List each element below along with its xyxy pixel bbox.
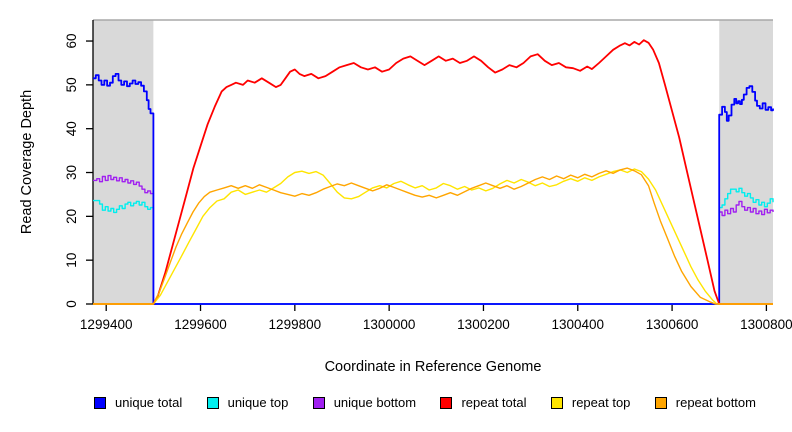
x-tick-label: 1299800 (269, 317, 322, 332)
x-tick-label: 1299600 (174, 317, 227, 332)
legend-item-repeat-bottom: repeat bottom (654, 395, 756, 410)
x-tick-label: 1299400 (80, 317, 133, 332)
x-tick-label: 1300800 (740, 317, 792, 332)
y-tick-label: 60 (64, 34, 79, 49)
legend-item-unique-top: unique top (206, 395, 289, 410)
legend-swatch (312, 396, 325, 409)
y-tick-label: 40 (64, 121, 79, 136)
y-axis-title: Read Coverage Depth (19, 90, 35, 234)
legend-swatch (550, 396, 563, 409)
legend-item-unique-bottom: unique bottom (312, 395, 417, 410)
legend-item-repeat-top: repeat top (550, 395, 631, 410)
y-tick-label: 0 (64, 300, 79, 308)
x-tick-label: 1300000 (363, 317, 416, 332)
x-tick-label: 1300600 (646, 317, 699, 332)
legend-label: unique bottom (333, 395, 417, 410)
y-tick-label: 10 (64, 253, 79, 268)
shaded-region-right (719, 20, 773, 304)
y-tick-label: 50 (64, 77, 79, 92)
x-tick-label: 1300400 (551, 317, 604, 332)
legend-label: repeat bottom (675, 395, 756, 410)
series-line-unique-bottom (93, 174, 774, 305)
series-line-repeat-total (93, 39, 773, 305)
legend: unique total unique top unique bottom repea… (94, 396, 756, 409)
y-tick-label: 30 (64, 165, 79, 180)
legend-swatch (206, 396, 219, 409)
legend-swatch (440, 396, 453, 409)
legend-label: unique top (227, 395, 289, 410)
legend-swatch (94, 396, 106, 409)
y-tick-label: 20 (64, 209, 79, 224)
x-tick-label: 1300200 (457, 317, 510, 332)
x-axis-title: Coordinate in Reference Genome (325, 359, 542, 375)
series-line-repeat-top (93, 168, 773, 305)
series-line-repeat-bottom (93, 167, 773, 305)
legend-item-repeat-total: repeat total (440, 395, 527, 410)
legend-swatch (654, 396, 667, 409)
legend-label: repeat top (571, 395, 631, 410)
legend-item-unique-total: unique total (94, 396, 182, 409)
shaded-region-left (93, 20, 154, 304)
legend-label: repeat total (461, 395, 527, 410)
legend-label: unique total (115, 395, 183, 410)
